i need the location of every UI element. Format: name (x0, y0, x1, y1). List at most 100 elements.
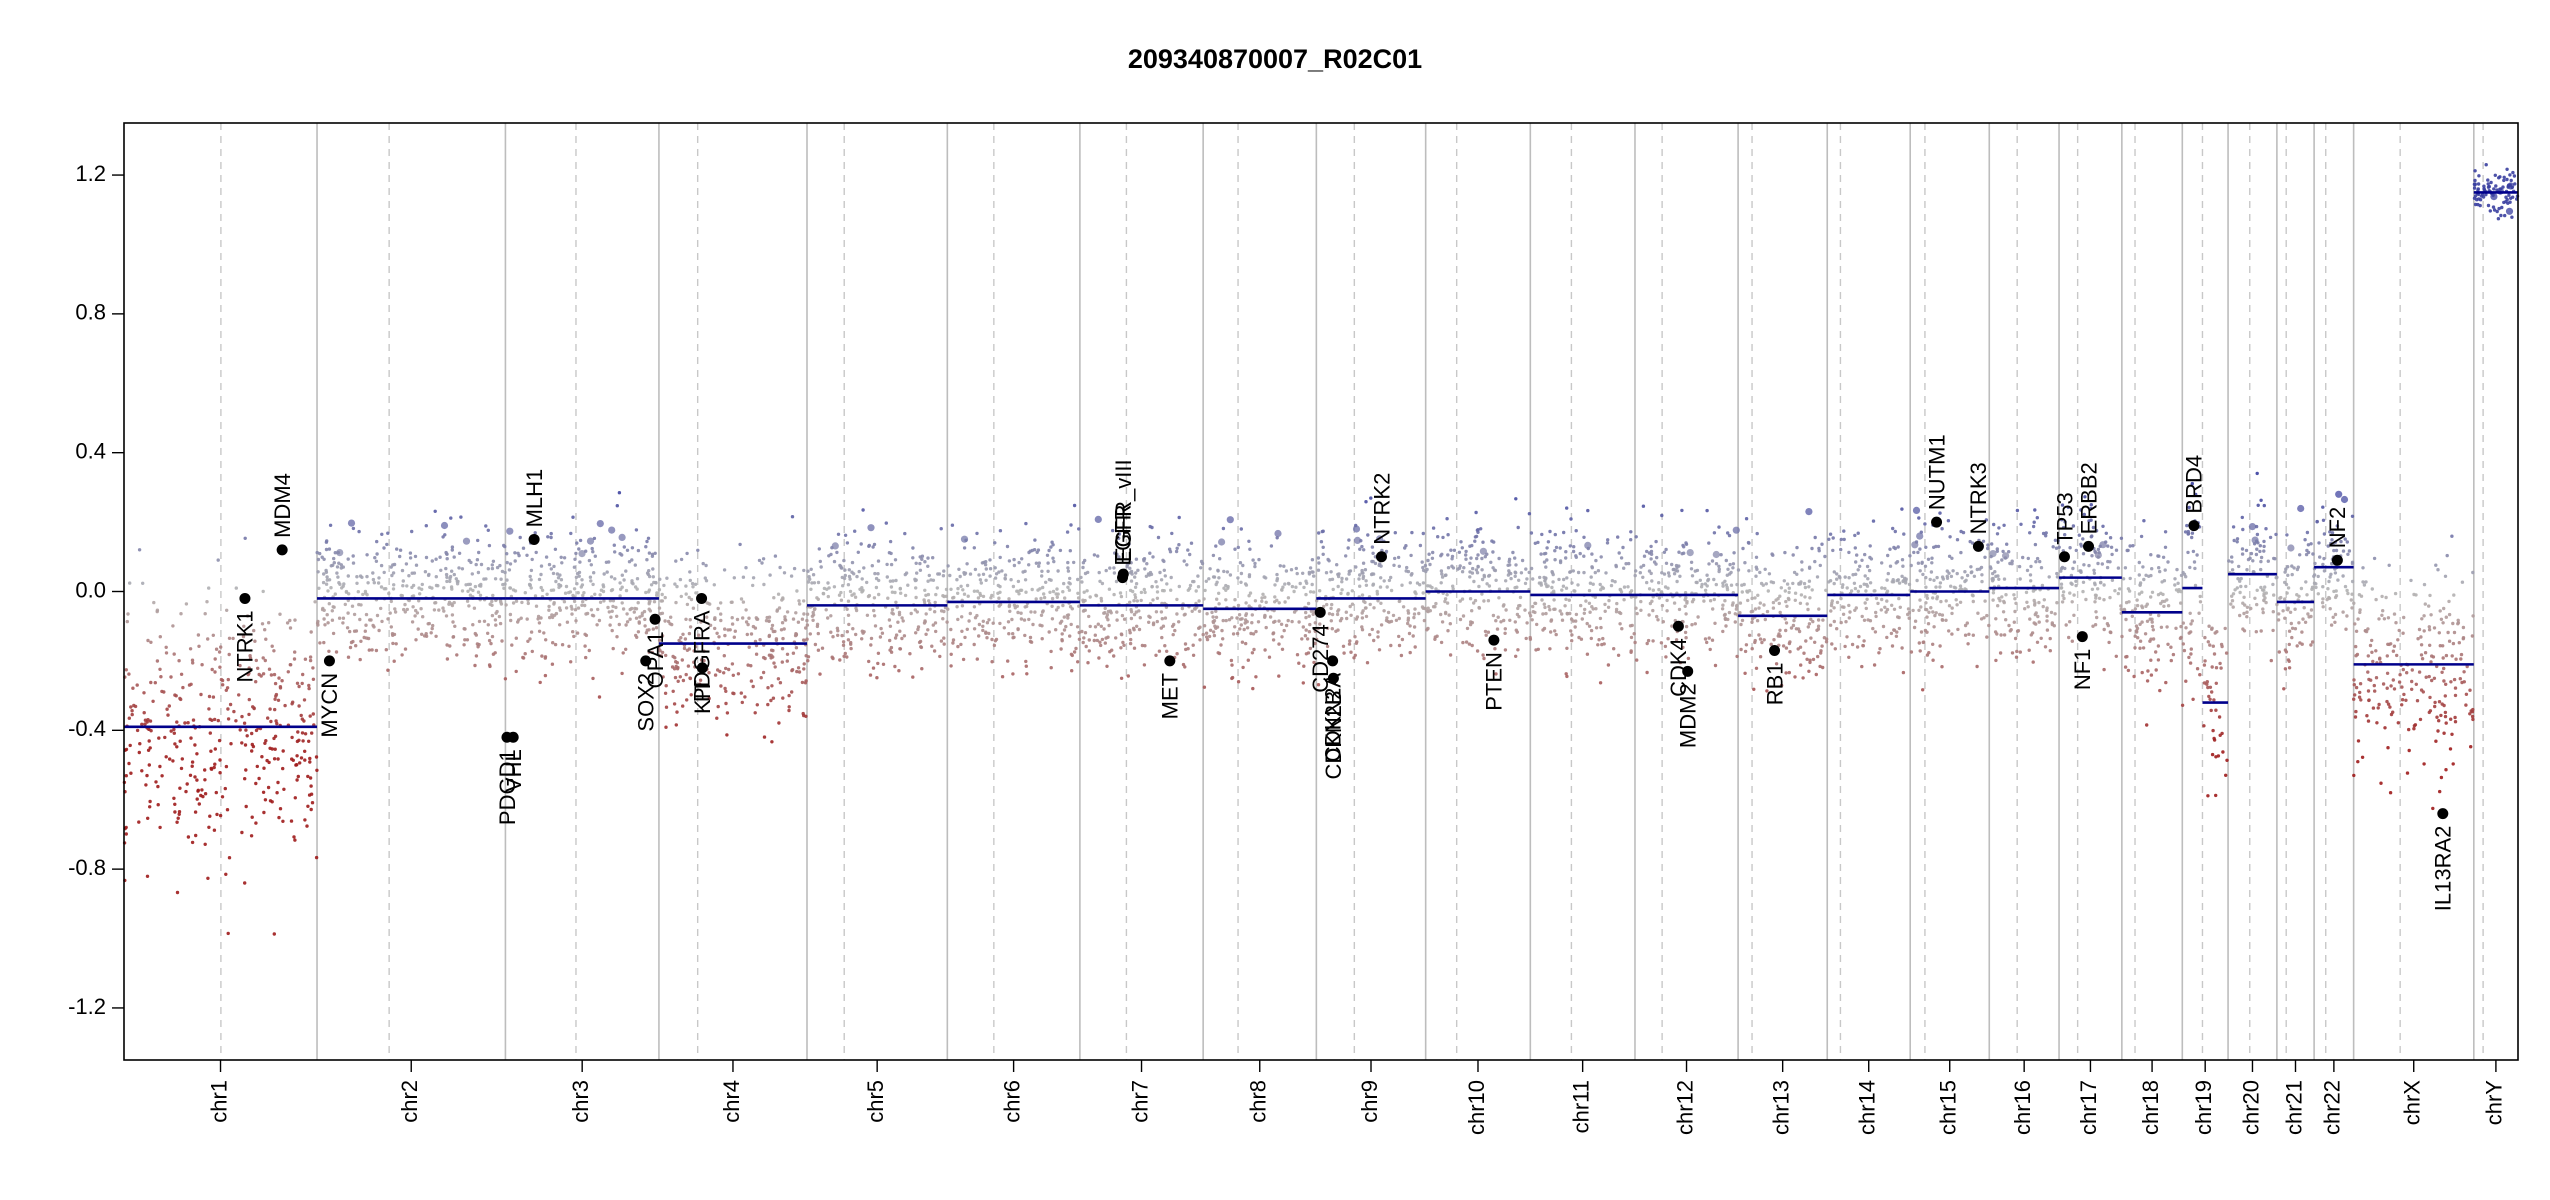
probe-point (1353, 536, 1362, 545)
probe-point (2245, 568, 2249, 572)
probe-point (1970, 570, 1974, 574)
probe-point (1371, 582, 1376, 586)
probe-point (960, 604, 965, 608)
probe-point (521, 656, 526, 660)
probe-point (747, 616, 751, 620)
probe-point (2189, 647, 2193, 651)
probe-point (1129, 569, 1134, 574)
probe-point (1916, 550, 1920, 555)
probe-point (1406, 609, 1410, 613)
probe-point (1639, 608, 1643, 612)
probe-point (1061, 590, 1065, 594)
probe-point (567, 590, 571, 595)
probe-point (975, 531, 979, 536)
probe-point (704, 579, 709, 583)
probe-point (2354, 654, 2358, 658)
probe-point (1273, 583, 1277, 587)
probe-point (217, 650, 222, 654)
probe-point (633, 606, 637, 611)
probe-point (741, 575, 746, 579)
probe-point (2458, 677, 2462, 681)
probe-point (1793, 591, 1798, 595)
probe-point (1100, 637, 1105, 642)
probe-point (1308, 622, 1312, 627)
probe-point (850, 560, 855, 565)
probe-point (250, 749, 254, 753)
probe-point (2372, 683, 2376, 688)
probe-point (479, 562, 484, 567)
probe-point (1239, 527, 1244, 531)
probe-point (2450, 534, 2454, 538)
probe-point (2245, 615, 2249, 619)
probe-point (981, 624, 985, 628)
probe-point (1989, 566, 1993, 571)
probe-point (1376, 635, 1380, 639)
probe-point (273, 707, 277, 712)
probe-point (684, 672, 688, 677)
probe-point (1451, 584, 1455, 588)
probe-point (1236, 576, 1240, 580)
probe-point (1250, 651, 1255, 655)
probe-point (1241, 563, 1245, 568)
probe-point (1076, 591, 1080, 595)
probe-point (2150, 620, 2154, 624)
probe-point (2427, 604, 2431, 608)
probe-point (787, 693, 791, 698)
probe-point (449, 516, 453, 520)
probe-point (1972, 574, 1977, 578)
probe-point (2149, 553, 2153, 557)
probe-point (660, 634, 665, 638)
probe-point (2358, 610, 2362, 615)
probe-point (189, 682, 193, 686)
probe-point (2352, 697, 2356, 701)
probe-point (1664, 547, 1668, 552)
probe-point (2273, 557, 2277, 561)
probe-point (374, 559, 379, 563)
probe-point (2470, 714, 2475, 719)
probe-point (169, 729, 173, 733)
probe-point (846, 638, 851, 642)
probe-point (2097, 596, 2102, 600)
probe-point (2385, 699, 2389, 704)
probe-point (1561, 584, 1566, 588)
probe-point (267, 621, 271, 625)
probe-point (450, 569, 454, 573)
probe-point (738, 542, 742, 547)
probe-point (2042, 598, 2047, 602)
probe-point (1040, 569, 1044, 573)
probe-point (220, 795, 225, 799)
probe-point (1851, 573, 1855, 577)
probe-point (632, 610, 636, 614)
probe-point (681, 632, 685, 636)
probe-point (1011, 672, 1015, 676)
probe-point (1677, 550, 1681, 554)
probe-point (832, 585, 837, 589)
probe-point (2156, 658, 2161, 662)
probe-point (1940, 618, 1945, 622)
probe-point (2397, 680, 2402, 684)
probe-point (1092, 553, 1097, 557)
probe-point (375, 552, 379, 556)
probe-point (1829, 609, 1833, 613)
probe-point (985, 621, 990, 625)
probe-point (507, 568, 512, 572)
probe-point (294, 763, 298, 767)
probe-point (1789, 626, 1794, 630)
probe-point (1919, 605, 1923, 609)
probe-point (176, 816, 180, 820)
probe-point (1723, 599, 1727, 603)
probe-point (993, 541, 997, 545)
probe-point (716, 646, 721, 650)
probe-point (2374, 597, 2378, 602)
probe-point (948, 573, 952, 578)
probe-point (1486, 599, 1491, 603)
probe-point (1632, 632, 1636, 636)
probe-point (1994, 617, 1998, 621)
probe-point (577, 547, 581, 551)
probe-point (770, 627, 774, 631)
probe-point (254, 781, 258, 786)
probe-point (2277, 612, 2281, 616)
probe-point (2287, 544, 2295, 552)
probe-point (242, 721, 247, 725)
probe-point (270, 644, 274, 648)
